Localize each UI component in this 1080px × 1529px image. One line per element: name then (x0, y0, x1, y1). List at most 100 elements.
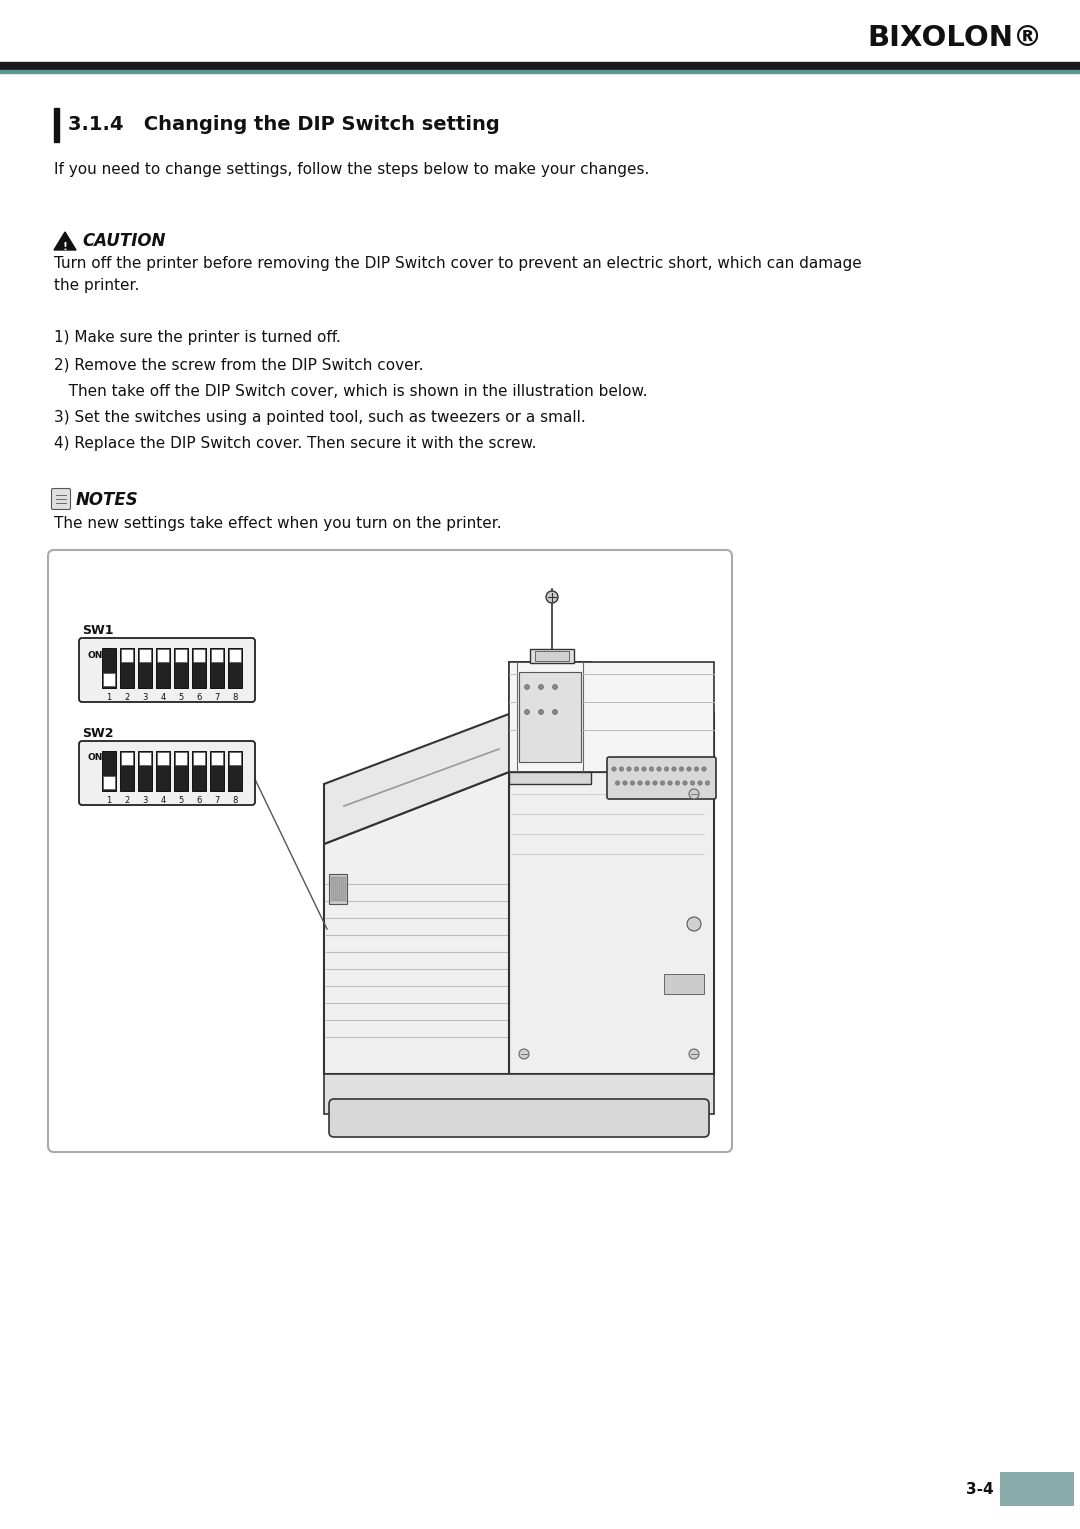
Text: 4) Replace the DIP Switch cover. Then secure it with the screw.: 4) Replace the DIP Switch cover. Then se… (54, 436, 537, 451)
Circle shape (611, 768, 617, 771)
Text: NOTES: NOTES (76, 491, 138, 509)
Text: 3-4: 3-4 (967, 1483, 994, 1497)
Circle shape (667, 781, 672, 786)
Text: 2) Remove the screw from the DIP Switch cover.: 2) Remove the screw from the DIP Switch … (54, 358, 423, 373)
Text: 4: 4 (160, 797, 165, 804)
Bar (228, 648, 242, 688)
Circle shape (652, 781, 658, 786)
Text: !: ! (63, 242, 67, 252)
Circle shape (539, 709, 543, 714)
Circle shape (634, 768, 638, 771)
Text: 4: 4 (160, 693, 165, 702)
Circle shape (642, 768, 646, 771)
Circle shape (525, 709, 529, 714)
Bar (192, 648, 206, 688)
Circle shape (672, 768, 676, 771)
Bar (103, 673, 114, 687)
Bar (102, 648, 116, 688)
Bar (174, 751, 188, 790)
Text: 2: 2 (124, 797, 130, 804)
Bar (329, 875, 347, 904)
Text: 5: 5 (178, 797, 184, 804)
Circle shape (687, 917, 701, 931)
Polygon shape (54, 232, 76, 251)
Text: 3.1.4   Changing the DIP Switch setting: 3.1.4 Changing the DIP Switch setting (68, 116, 500, 135)
Text: 8: 8 (232, 797, 238, 804)
FancyBboxPatch shape (48, 550, 732, 1151)
FancyBboxPatch shape (329, 1099, 708, 1138)
Bar (229, 752, 241, 764)
Bar (174, 648, 188, 688)
Text: If you need to change settings, follow the steps below to make your changes.: If you need to change settings, follow t… (54, 162, 649, 177)
Circle shape (698, 781, 702, 786)
FancyBboxPatch shape (79, 638, 255, 702)
Bar (157, 752, 168, 764)
Bar (139, 752, 151, 764)
Bar (54, 109, 59, 142)
Circle shape (679, 768, 684, 771)
Circle shape (623, 781, 627, 786)
Bar (229, 648, 241, 662)
Polygon shape (324, 714, 714, 844)
Text: SW2: SW2 (82, 726, 113, 740)
Text: 3: 3 (143, 693, 148, 702)
Bar (120, 648, 134, 688)
Text: ON: ON (87, 754, 103, 763)
Text: 6: 6 (197, 693, 202, 702)
Circle shape (546, 592, 558, 602)
Circle shape (657, 768, 661, 771)
Circle shape (687, 768, 691, 771)
Circle shape (683, 781, 687, 786)
Circle shape (525, 685, 529, 690)
Bar (0, 63, 1080, 70)
Circle shape (553, 685, 557, 690)
Text: 1) Make sure the printer is turned off.: 1) Make sure the printer is turned off. (54, 330, 341, 346)
Bar (121, 648, 133, 662)
Bar (228, 751, 242, 790)
Bar (103, 777, 114, 789)
Text: BIXOLON®: BIXOLON® (867, 24, 1042, 52)
Text: SW1: SW1 (82, 624, 113, 638)
Bar (156, 751, 170, 790)
Circle shape (675, 781, 679, 786)
Circle shape (705, 781, 710, 786)
Circle shape (616, 781, 620, 786)
Text: 7: 7 (214, 693, 219, 702)
Circle shape (519, 1049, 529, 1060)
Text: 5: 5 (178, 693, 184, 702)
Text: 2: 2 (124, 693, 130, 702)
Text: CAUTION: CAUTION (82, 232, 165, 251)
Bar (335, 878, 337, 901)
Bar (192, 751, 206, 790)
Text: 3: 3 (143, 797, 148, 804)
Bar (211, 752, 222, 764)
Bar (343, 878, 346, 901)
Bar (339, 878, 341, 901)
Bar (175, 752, 187, 764)
Text: ON: ON (87, 650, 103, 659)
Bar (530, 648, 573, 664)
Bar (139, 648, 151, 662)
Text: The new settings take effect when you turn on the printer.: The new settings take effect when you tu… (54, 515, 501, 531)
Circle shape (631, 781, 635, 786)
Circle shape (702, 768, 706, 771)
Circle shape (689, 789, 699, 800)
Circle shape (539, 685, 543, 690)
Text: Turn off the printer before removing the DIP Switch cover to prevent an electric: Turn off the printer before removing the… (54, 255, 862, 271)
Circle shape (646, 781, 650, 786)
Text: 1: 1 (106, 693, 111, 702)
Circle shape (649, 768, 653, 771)
Circle shape (619, 768, 624, 771)
Bar (193, 752, 205, 764)
Circle shape (626, 768, 631, 771)
Text: 6: 6 (197, 797, 202, 804)
Bar (519, 673, 581, 761)
Text: the printer.: the printer. (54, 278, 139, 294)
Bar (664, 974, 704, 994)
Text: 3) Set the switches using a pointed tool, such as tweezers or a small.: 3) Set the switches using a pointed tool… (54, 410, 585, 425)
Bar (156, 648, 170, 688)
Polygon shape (509, 662, 714, 772)
FancyBboxPatch shape (52, 488, 70, 509)
Bar (0, 70, 1080, 73)
Bar (175, 648, 187, 662)
